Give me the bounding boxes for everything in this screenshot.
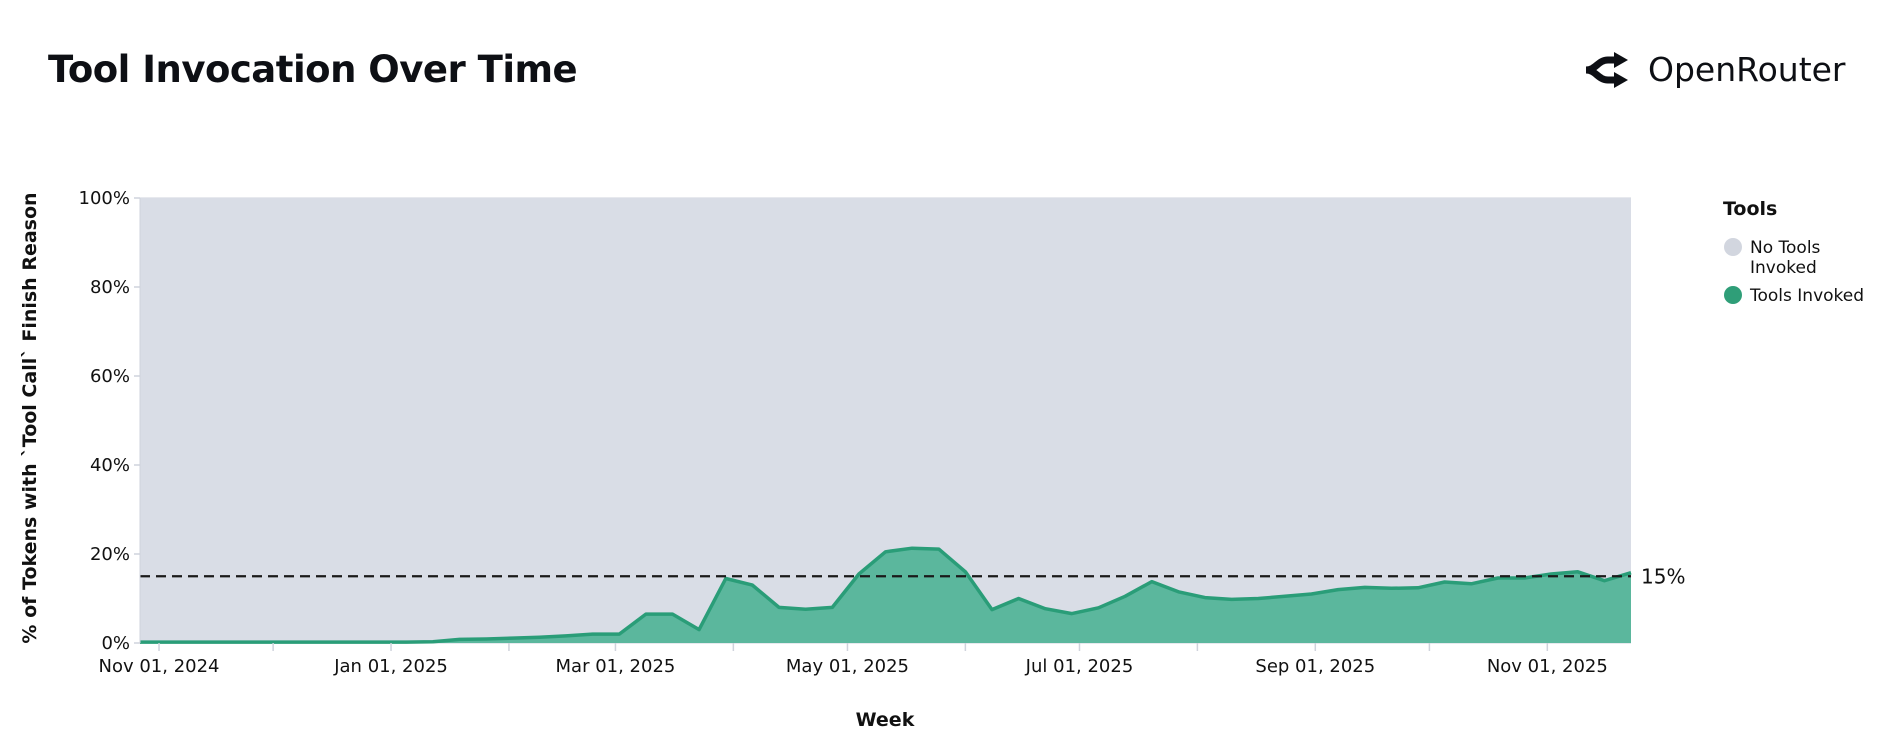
y-tick-label: 80% (90, 277, 130, 298)
x-tick-label: Mar 01, 2025 (556, 656, 676, 677)
legend-title: Tools (1723, 198, 1777, 220)
x-axis-title: Week (856, 709, 915, 731)
x-tick-label: Jul 01, 2025 (1025, 656, 1134, 677)
legend-swatch-tools-invoked (1724, 286, 1742, 304)
tools-invoked-area (140, 548, 1631, 643)
brand-name: OpenRouter (1648, 50, 1846, 89)
x-tick-label: Nov 01, 2024 (99, 656, 220, 677)
x-tick-label: May 01, 2025 (786, 656, 909, 677)
no-tools-area (140, 198, 1631, 643)
legend-label-no-tools-line2: Invoked (1750, 258, 1817, 278)
legend: Tools No Tools Invoked Tools Invoked (1723, 198, 1864, 306)
y-tick-label: 60% (90, 366, 130, 387)
x-tick-label: Sep 01, 2025 (1255, 656, 1375, 677)
legend-item-tools-invoked[interactable]: Tools Invoked (1724, 286, 1864, 306)
reference-line-label: 15% (1641, 564, 1685, 588)
x-tick-label: Jan 01, 2025 (333, 656, 448, 677)
y-axis-title: % of Tokens with `Tool Call` Finish Reas… (19, 192, 41, 643)
legend-label-no-tools: No Tools (1750, 238, 1821, 258)
legend-swatch-no-tools (1724, 238, 1742, 256)
page-title: Tool Invocation Over Time (48, 48, 578, 91)
y-tick-label: 20% (90, 544, 130, 565)
openrouter-logo-icon (1585, 51, 1628, 88)
y-tick-label: 0% (101, 633, 130, 654)
x-tick-label: Nov 01, 2025 (1487, 656, 1608, 677)
legend-label-tools-invoked: Tools Invoked (1749, 286, 1864, 306)
y-tick-label: 40% (90, 455, 130, 476)
y-tick-label: 100% (79, 188, 130, 209)
legend-item-no-tools[interactable]: No Tools Invoked (1724, 238, 1821, 278)
brand-logo: OpenRouter (1584, 50, 1846, 89)
